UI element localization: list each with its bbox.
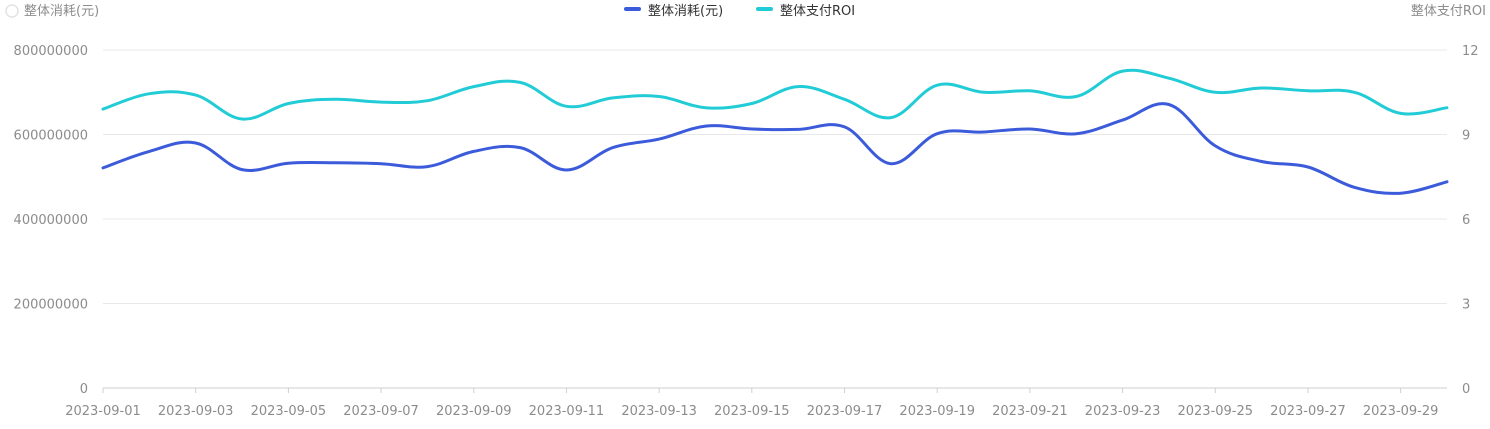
x-tick-label: 2023-09-05 [251, 404, 327, 419]
x-tick-label: 2023-09-29 [1363, 404, 1439, 419]
y-right-tick-label: 9 [1462, 129, 1470, 144]
legend-label-roi: 整体支付ROI [780, 4, 855, 19]
legend-item-roi[interactable]: 整体支付ROI [756, 4, 855, 19]
y-left-tick-label: 200000000 [14, 298, 88, 313]
x-tick-label: 2023-09-07 [343, 404, 419, 419]
x-tick-label: 2023-09-01 [65, 404, 141, 419]
axis-layer: 0 0 200000000 3 400000000 6 600000000 9 80000000… [14, 44, 1479, 419]
x-tick-label: 2023-09-19 [899, 404, 975, 419]
x-tick-label: 2023-09-13 [621, 404, 697, 419]
legend-item-spend[interactable]: 整体消耗(元) [624, 4, 723, 19]
x-tick-label: 2023-09-21 [992, 404, 1068, 419]
y-left-tick-label: 800000000 [14, 44, 88, 59]
y-right-tick-label: 0 [1462, 382, 1470, 397]
legend-swatch-spend [624, 7, 641, 11]
x-tick-label: 2023-09-03 [158, 404, 234, 419]
series-line-spend [101, 102, 1449, 195]
x-tick-label: 2023-09-25 [1177, 404, 1253, 419]
x-tick-label: 2023-09-15 [714, 404, 790, 419]
grid-layer [103, 49, 1447, 389]
left-axis-title: 整体消耗(元) [24, 4, 99, 19]
circle-icon [5, 4, 19, 18]
x-tick-label: 2023-09-27 [1270, 404, 1346, 419]
legend: 整体消耗(元) 整体支付ROI [624, 4, 855, 19]
y-left-tick-label: 600000000 [14, 129, 88, 144]
right-axis-title: 整体支付ROI [1411, 4, 1486, 19]
x-tick-label: 2023-09-11 [529, 404, 605, 419]
legend-label-spend: 整体消耗(元) [648, 4, 723, 19]
x-tick-label: 2023-09-23 [1085, 404, 1161, 419]
x-tick-label: 2023-09-17 [807, 404, 883, 419]
legend-swatch-roi [756, 7, 773, 11]
left-axis-title-group: 整体消耗(元) [5, 4, 99, 19]
series-layer [101, 68, 1449, 195]
series-line-roi [101, 68, 1449, 121]
y-left-tick-label: 0 [80, 382, 88, 397]
y-right-tick-label: 3 [1462, 298, 1470, 313]
y-right-tick-label: 12 [1462, 44, 1479, 59]
x-tick-label: 2023-09-09 [436, 404, 512, 419]
y-left-tick-label: 400000000 [14, 213, 88, 228]
y-right-tick-label: 6 [1462, 213, 1470, 228]
